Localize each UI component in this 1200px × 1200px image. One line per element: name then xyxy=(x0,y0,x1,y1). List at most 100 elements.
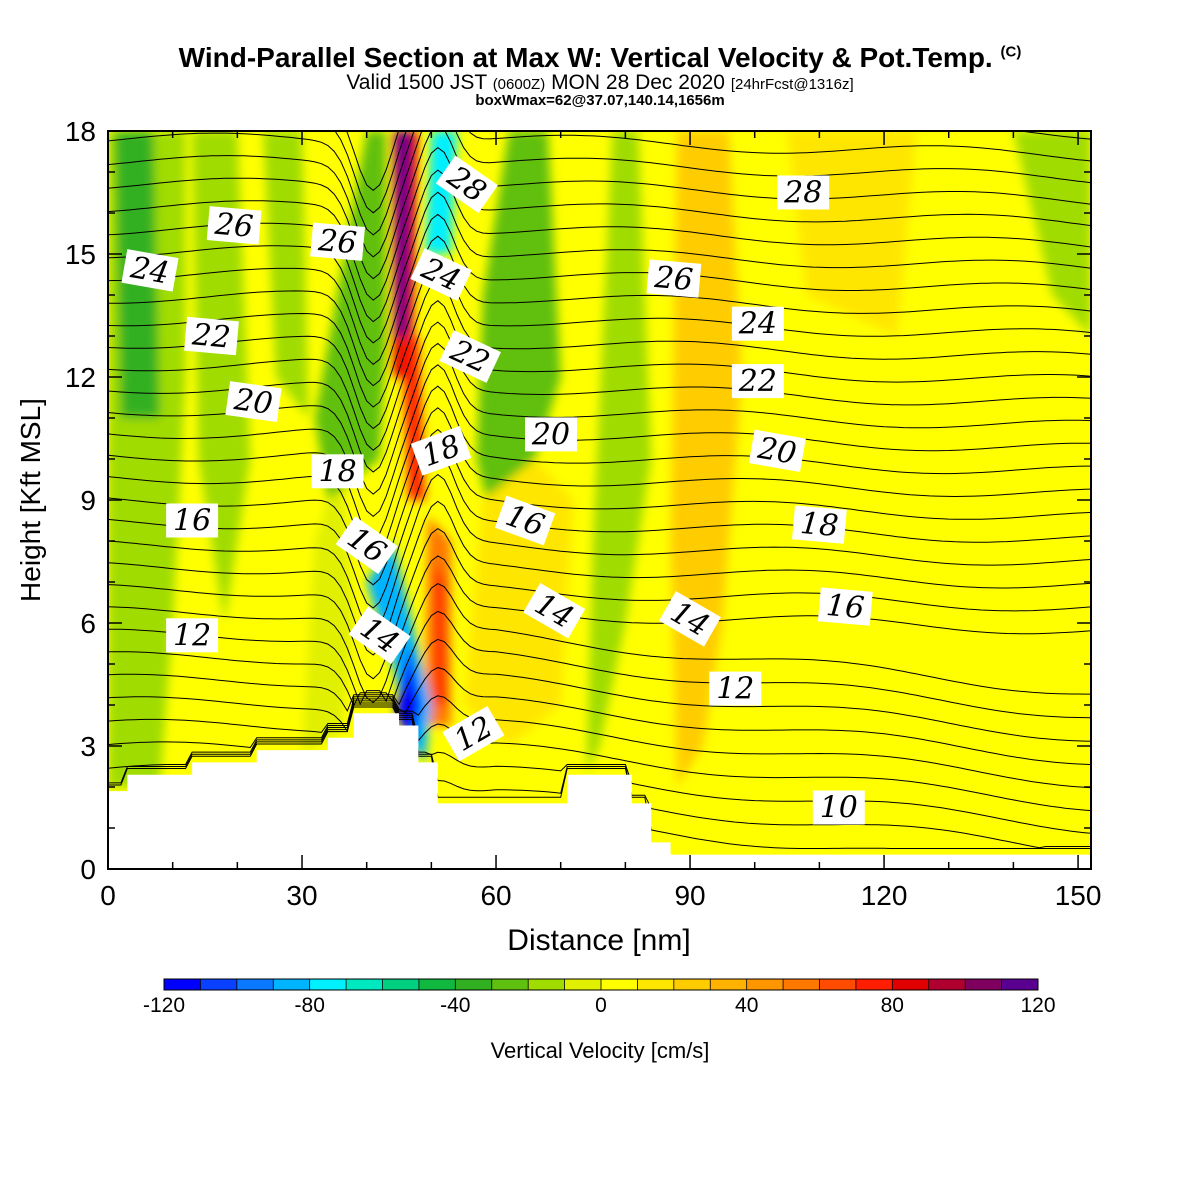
colorbar-tick-label: -120 xyxy=(143,994,185,1017)
theta-contour-line xyxy=(108,583,1091,706)
colorbar-label: Vertical Velocity [cm/s] xyxy=(491,1038,710,1063)
axes: 0 30 60 90 120 150 0 3 6 9 12 15 18 xyxy=(65,116,1102,911)
contour-label-box xyxy=(658,591,722,647)
x-tick-label: 150 xyxy=(1055,880,1102,911)
chart-subtitle: Valid 1500 JST (0600Z) MON 28 Dec 2020 [… xyxy=(0,72,1200,96)
y-tick-label: 0 xyxy=(80,854,96,885)
colorbar-swatch xyxy=(346,979,383,990)
colorbar-swatch xyxy=(382,979,420,990)
colorbar-swatch xyxy=(418,979,456,990)
contour-label: 26 xyxy=(206,206,262,245)
theta-contour-line xyxy=(108,527,1091,680)
colorbar-frame xyxy=(163,978,1039,991)
colorbar-swatch xyxy=(710,979,748,990)
theta-contour-line xyxy=(108,131,1091,258)
contour-label: 22 xyxy=(731,364,784,399)
contour-label-text: 12 xyxy=(716,672,754,707)
contour-label-text: 26 xyxy=(652,260,694,298)
contour-label: 12 xyxy=(166,618,219,653)
theta-contour-line xyxy=(108,638,1091,742)
contour-label: 12 xyxy=(442,705,505,762)
contour-label-box xyxy=(523,582,586,639)
contour-label-box xyxy=(812,790,865,825)
theta-contour-line xyxy=(108,213,1091,365)
colorbar-tick-label: 80 xyxy=(881,994,904,1017)
contour-label-box xyxy=(410,425,472,476)
band-upper-green xyxy=(314,131,387,500)
contour-label-box xyxy=(731,364,784,399)
contour-label: 20 xyxy=(525,417,577,452)
contour-label-box xyxy=(225,381,282,423)
theta-contour-line xyxy=(108,300,1091,451)
colorbar-tick-label: 40 xyxy=(735,994,758,1017)
colorbar-swatch xyxy=(1001,979,1039,990)
contour-label: 20 xyxy=(225,381,282,423)
contour-label-box xyxy=(335,516,398,574)
colorbar-swatch xyxy=(601,979,638,990)
theta-contour-line xyxy=(108,500,1091,656)
contour-label-text: 20 xyxy=(231,382,275,422)
contour-label: 12 xyxy=(709,671,762,707)
theta-contour-line xyxy=(108,278,1091,430)
forecast-tag: [24hrFcst@1316z] xyxy=(730,76,854,93)
valid-prefix: Valid 1500 JST xyxy=(346,71,487,94)
contour-label-box xyxy=(777,175,830,210)
theta-contour-line xyxy=(108,610,1091,719)
contour-label: 16 xyxy=(494,495,556,546)
contour-label-box xyxy=(435,155,498,214)
theta-contour-line xyxy=(108,257,1091,408)
contour-label: 18 xyxy=(311,454,364,489)
contour-label-text: 22 xyxy=(738,364,777,399)
contour-label-box xyxy=(410,248,472,301)
colorbar-swatch xyxy=(892,979,930,990)
y-axis-label: Height [Kft MSL] xyxy=(15,398,46,602)
chart-title-main: Wind-Parallel Section at Max W: Vertical… xyxy=(178,42,993,73)
x-tick-label: 120 xyxy=(861,880,908,911)
theta-contour-line xyxy=(108,364,1091,518)
contour-label: 24 xyxy=(731,306,784,342)
contour-label-box xyxy=(166,503,219,538)
contour-label-box xyxy=(310,222,365,261)
contour-label: 14 xyxy=(523,582,586,639)
contour-label-box xyxy=(442,705,505,762)
contour-label-text: 16 xyxy=(825,588,866,626)
colorbar-swatch xyxy=(200,979,238,990)
colorbar-swatch xyxy=(855,979,893,990)
contour-label-box xyxy=(817,587,873,626)
y-tick-label: 12 xyxy=(65,362,96,393)
colorbar-swatch xyxy=(164,979,201,990)
band-green-2 xyxy=(192,131,251,623)
band-lower-downdraft-core xyxy=(395,643,422,746)
colorbar-swatch xyxy=(928,979,966,990)
colorbar-swatch xyxy=(783,979,820,990)
terrain-fill xyxy=(108,713,1091,869)
theta-contour-line xyxy=(108,555,1091,704)
contour-label-box xyxy=(709,671,762,706)
theta-contour-line xyxy=(108,169,1091,323)
chart-title: Wind-Parallel Section at Max W: Vertical… xyxy=(0,42,1200,74)
theta-contour-line xyxy=(108,321,1091,473)
contour-label-box xyxy=(206,206,262,245)
contour-label: 16 xyxy=(166,503,219,539)
band-green-4 xyxy=(302,459,354,755)
theta-contour-line xyxy=(108,667,1091,766)
contour-label-box xyxy=(184,316,239,356)
contour-label-box xyxy=(166,618,219,653)
colorbar: -120 -80 -40 0 40 80 120 xyxy=(143,978,1056,1017)
y-tick-label: 9 xyxy=(80,485,96,516)
colorbar-swatch xyxy=(273,979,311,990)
contour-label: 24 xyxy=(121,249,179,292)
theta-contour-line xyxy=(108,235,1091,387)
contour-label: 26 xyxy=(646,259,702,298)
contour-label-text: 20 xyxy=(531,417,570,452)
contour-label-text: 12 xyxy=(173,618,211,653)
colorbar-tick-label: 0 xyxy=(595,994,607,1017)
contour-label-text: 16 xyxy=(173,504,211,539)
colorbar-swatch xyxy=(819,979,857,990)
terrain xyxy=(108,713,1091,869)
theta-contour-line xyxy=(108,700,1091,812)
colorbar-swatch xyxy=(564,979,602,990)
contour-label-text: 26 xyxy=(316,223,358,261)
theta-contour-line xyxy=(108,191,1091,344)
contour-label: 28 xyxy=(777,175,830,211)
